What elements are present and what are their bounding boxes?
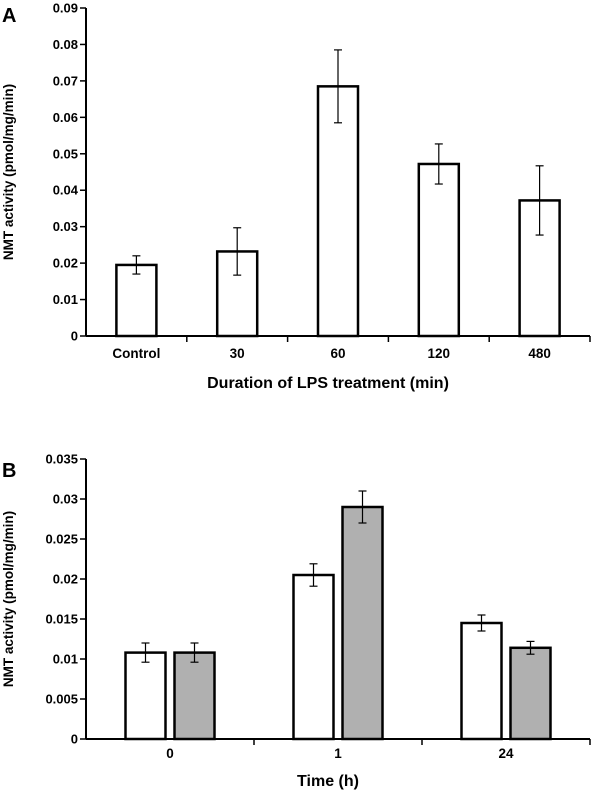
y-axis-title: NMT activity (pmol/mg/min) [1,511,16,687]
y-tick-label: 0.05 [53,146,78,161]
x-tick-label: 480 [528,346,551,361]
bar-B-0-s1 [124,651,167,741]
y-tick-label: 0.04 [53,183,79,198]
y-tick-label: 0.005 [45,692,78,707]
bar-A-60-s1 [316,85,360,338]
y-axis-title: NMT activity (pmol/mg/min) [1,84,16,260]
y-tick-label: 0.08 [53,37,78,52]
y-tick-label: 0.09 [53,1,78,16]
panel-B: B 0 0.005 0.01 0.015 0.02 0.025 0.03 0.035 0 1 24 Ti… [1,452,591,790]
y-tick-label: 0 [71,732,78,747]
x-tick-label: 0 [166,746,174,761]
y-tick-label: 0 [71,329,78,344]
y-tick-label: 0.02 [53,572,78,587]
panel-label: B [2,460,16,482]
y-tick-label: 0.035 [45,452,78,467]
y-tick-label: 0.01 [53,292,78,307]
bar-A-Control-s1 [115,263,158,338]
bar-B-1-s2 [341,505,384,741]
y-tick-label: 0.02 [53,256,78,271]
x-axis-title: Time (h) [297,773,359,790]
y-tick-label: 0.03 [53,492,78,507]
x-tick-label: 30 [230,346,245,361]
y-tick-label: 0.015 [45,612,78,627]
x-tick-label: 24 [498,746,514,761]
panel-A: A 0 0.01 0.02 0.03 0.04 0.05 0.06 0.07 0.08 0.09 Co… [1,1,591,392]
y-tick-label: 0.07 [53,73,78,88]
y-tick-label: 0.01 [53,652,78,667]
bar-B-24-s2 [509,646,552,741]
y-tick-label: 0.06 [53,110,78,125]
y-tick-label: 0.03 [53,219,78,234]
panel-label: A [2,5,16,27]
x-axis-title: Duration of LPS treatment (min) [207,375,449,392]
x-tick-label: 120 [428,346,451,361]
x-tick-label: Control [112,346,160,361]
x-tick-label: 60 [330,346,345,361]
bar-B-1-s1 [292,573,335,741]
bar-B-24-s1 [460,621,503,741]
x-tick-label: 1 [334,746,342,761]
bar-A-120-s1 [417,162,461,338]
y-tick-label: 0.025 [45,532,78,547]
bar-B-0-s2 [173,651,216,741]
